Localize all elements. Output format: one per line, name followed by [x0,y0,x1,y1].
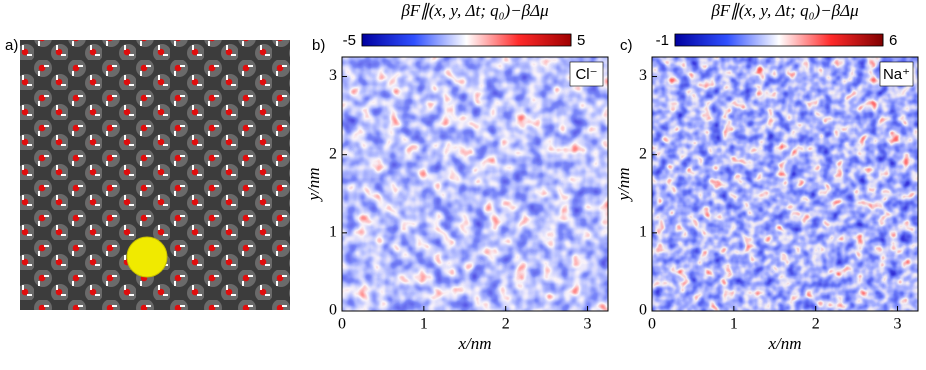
heatmap [652,57,918,311]
chart-title: βF∥(x, y, Δt; q₀)−βΔμ [710,1,858,20]
annotation-box [879,61,914,87]
x-tick-label: 1 [730,316,738,333]
y-tick-label: 1 [329,224,337,241]
y-tick-label: 3 [639,67,647,84]
x-axis-label: x/nm [457,334,491,353]
y-axis-label: y/nm [304,167,323,202]
colorbar-tick-label: 5 [577,32,585,49]
annotation: Cl⁻ [575,66,597,83]
x-axis-label: x/nm [767,334,801,353]
x-tick-label: 0 [648,316,656,333]
plot-frame [341,56,609,312]
x-tick-label: 2 [812,316,820,333]
annotation-box [569,61,604,87]
heatmap [342,57,608,311]
y-tick-label: 3 [329,67,337,84]
y-tick-label: 0 [329,302,337,319]
y-tick-label: 1 [639,224,647,241]
annotation: Na⁺ [883,66,910,83]
chart-title: βF∥(x, y, Δt; q₀)−βΔμ [400,1,548,20]
colorbar [361,33,572,47]
colorbar-tick-label: -5 [343,32,356,49]
x-tick-label: 3 [584,316,592,333]
plot-frame [651,56,919,312]
x-tick-label: 0 [338,316,346,333]
x-tick-label: 3 [894,316,902,333]
colorbar-tick-label: -1 [656,32,669,49]
y-axis-label: y/nm [614,167,633,202]
panel-label: a) [5,37,18,54]
x-tick-label: 2 [502,316,510,333]
ion-sphere [126,236,168,278]
colorbar [674,33,884,47]
colorbar-tick-label: 6 [889,32,897,49]
y-tick-label: 0 [639,302,647,319]
panel-label: b) [312,37,325,54]
x-tick-label: 1 [420,316,428,333]
y-tick-label: 2 [639,145,647,162]
panel-label: c) [620,37,633,54]
y-tick-label: 2 [329,145,337,162]
